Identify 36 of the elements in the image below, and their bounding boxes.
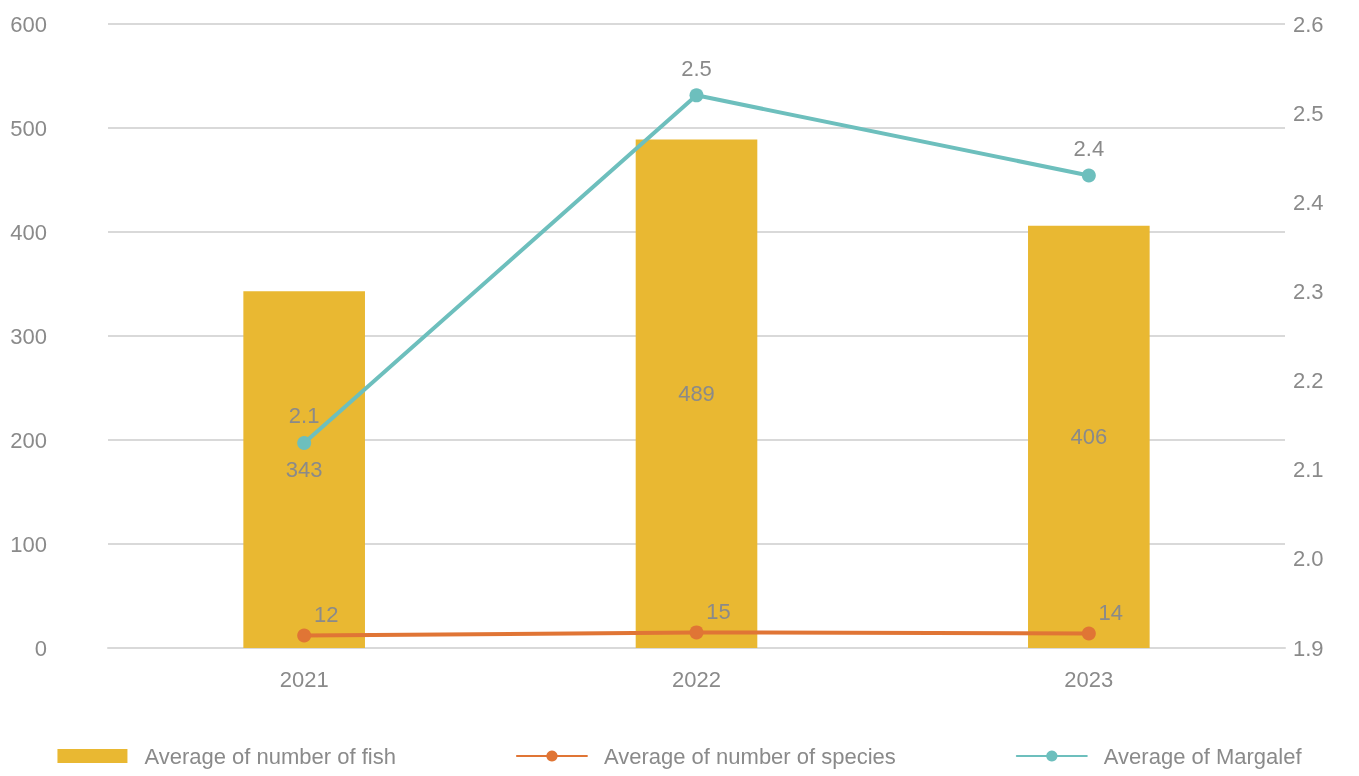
legend-label: Average of Margalef — [1103, 743, 1303, 769]
x-tick-label: 2022 — [672, 666, 721, 692]
legend-label: Average of number of species — [603, 743, 896, 769]
y2-tick-label: 2.0 — [1293, 546, 1324, 572]
y-tick-label: 500 — [10, 115, 47, 141]
x-tick-label: 2023 — [1064, 666, 1114, 692]
bar — [1028, 225, 1150, 648]
data-label: 15 — [706, 598, 731, 624]
y-tick-label: 200 — [10, 427, 47, 453]
data-label: 489 — [678, 381, 715, 407]
bar — [243, 291, 365, 648]
x-tick-label: 2021 — [279, 666, 329, 692]
y2-tick-label: 2.4 — [1293, 189, 1324, 215]
y-tick-label: 0 — [34, 635, 47, 661]
data-label: 2.4 — [1073, 136, 1105, 162]
legend-label: Average of number of fish — [144, 743, 396, 769]
y2-tick-label: 2.3 — [1293, 278, 1324, 304]
data-label: 2.1 — [288, 403, 320, 429]
point — [297, 435, 312, 450]
y2-tick-label: 1.9 — [1293, 635, 1324, 661]
y-tick-label: 100 — [10, 531, 47, 557]
data-label: 12 — [313, 602, 339, 628]
y2-tick-label: 2.2 — [1293, 368, 1324, 394]
point — [689, 88, 704, 103]
y2-tick-label: 2.6 — [1293, 11, 1324, 37]
y2-tick-label: 2.1 — [1293, 457, 1324, 483]
y-tick-label: 400 — [10, 219, 47, 245]
bar — [635, 139, 758, 648]
data-label: 343 — [285, 457, 323, 483]
data-label: 2.5 — [681, 55, 712, 81]
y-tick-label: 600 — [10, 11, 47, 37]
y-tick-label: 300 — [10, 323, 47, 349]
data-label: 14 — [1098, 599, 1124, 625]
y2-tick-label: 2.5 — [1293, 100, 1324, 126]
data-label: 406 — [1070, 424, 1108, 450]
point — [1081, 168, 1096, 183]
